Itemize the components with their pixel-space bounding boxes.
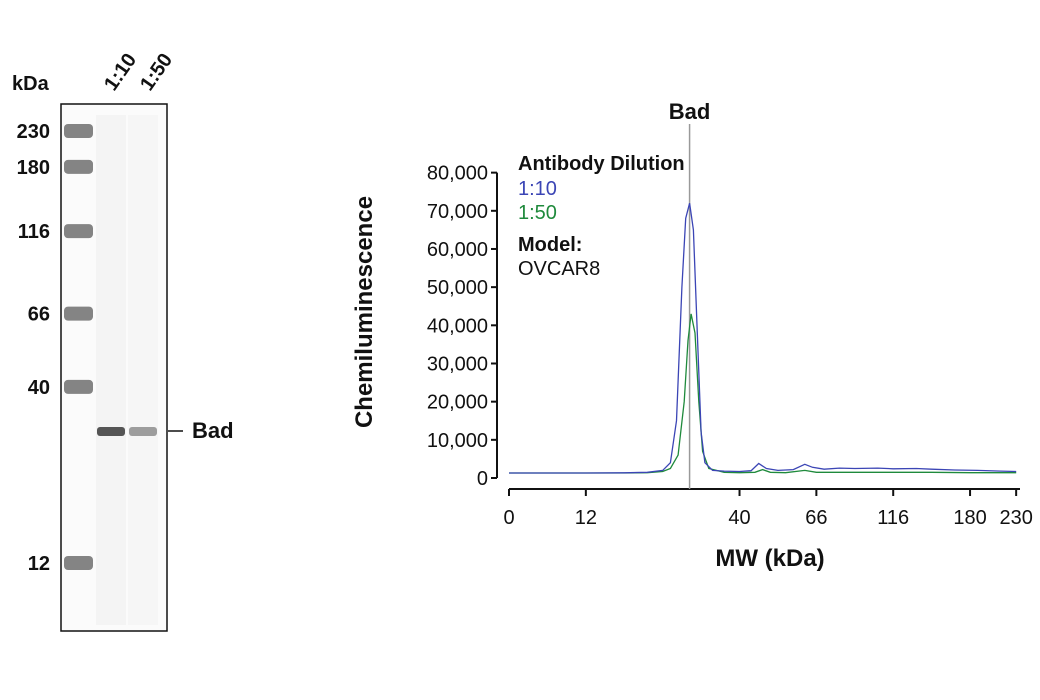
ladder-band-230 <box>64 124 93 138</box>
legend-item-1-50: 1:50 <box>518 202 557 224</box>
marker-label: Bad <box>669 99 711 124</box>
ladder-label-116: 116 <box>18 221 50 243</box>
ladder-band-180 <box>64 159 93 174</box>
y-tick-label: 60,000 <box>427 239 488 261</box>
lane-2-background <box>128 115 158 625</box>
lane-1-background <box>96 115 126 625</box>
ladder-bands <box>64 124 93 570</box>
lane-label-2: 1:50 <box>136 49 177 94</box>
y-tick-label: 50,000 <box>427 277 488 299</box>
ladder-band-116 <box>64 224 93 239</box>
x-tick-label: 180 <box>953 507 986 529</box>
series-line-1-10 <box>509 203 1017 474</box>
legend-heading: Antibody Dilution <box>518 153 685 175</box>
ladder-label-66: 66 <box>28 304 50 326</box>
x-tick-label: 40 <box>728 507 750 529</box>
x-tick-label: 0 <box>503 507 514 529</box>
y-tick-label: 0 <box>477 468 488 490</box>
lane-label-1: 1:10 <box>100 49 141 94</box>
x-tick-label: 12 <box>575 507 597 529</box>
x-tick-label: 116 <box>877 507 909 529</box>
legend-item-1-10: 1:10 <box>518 178 557 200</box>
legend-model-value: OVCAR8 <box>518 258 600 280</box>
ladder-label-40: 40 <box>28 377 50 399</box>
y-tick-label: 30,000 <box>427 353 488 375</box>
x-axis-title: MW (kDa) <box>715 545 824 572</box>
ladder-label-180: 180 <box>17 157 50 179</box>
legend: Antibody Dilution 1:10 1:50 Model: OVCAR… <box>518 153 685 280</box>
sample-bands <box>97 427 157 436</box>
x-axis-ticks: 0 12 40 66 116 180 230 <box>503 489 1033 529</box>
x-tick-label: 66 <box>805 507 827 529</box>
y-tick-label: 70,000 <box>427 201 488 223</box>
band-label: Bad <box>192 418 234 443</box>
chart-panel: Chemiluminescence MW (kDa) 0 10,000 20,000… <box>351 99 1033 572</box>
y-axis-ticks: 0 10,000 20,000 30,000 40,000 50,000 60,000 70,… <box>427 163 497 490</box>
ladder-band-66 <box>64 306 93 321</box>
sample-band-lane-2 <box>129 427 157 436</box>
ladder-labels: 230 180 116 66 40 12 <box>17 121 50 575</box>
ladder-band-12 <box>64 556 93 570</box>
sample-band-lane-1 <box>97 427 125 436</box>
ladder-label-12: 12 <box>28 553 50 575</box>
legend-model-heading: Model: <box>518 234 582 256</box>
series-line-1-50 <box>509 313 1017 474</box>
gel-panel: kDa 1:10 1:50 230 180 116 66 40 12 Bad <box>12 49 234 632</box>
x-tick-label: 230 <box>999 507 1032 529</box>
y-tick-label: 40,000 <box>427 315 488 337</box>
y-tick-label: 80,000 <box>427 163 488 185</box>
kda-unit-label: kDa <box>12 73 50 95</box>
y-axis-title: Chemiluminescence <box>351 196 378 428</box>
ladder-band-40 <box>64 379 93 394</box>
y-tick-label: 20,000 <box>427 392 488 414</box>
y-tick-label: 10,000 <box>427 430 488 452</box>
ladder-label-230: 230 <box>17 121 50 143</box>
